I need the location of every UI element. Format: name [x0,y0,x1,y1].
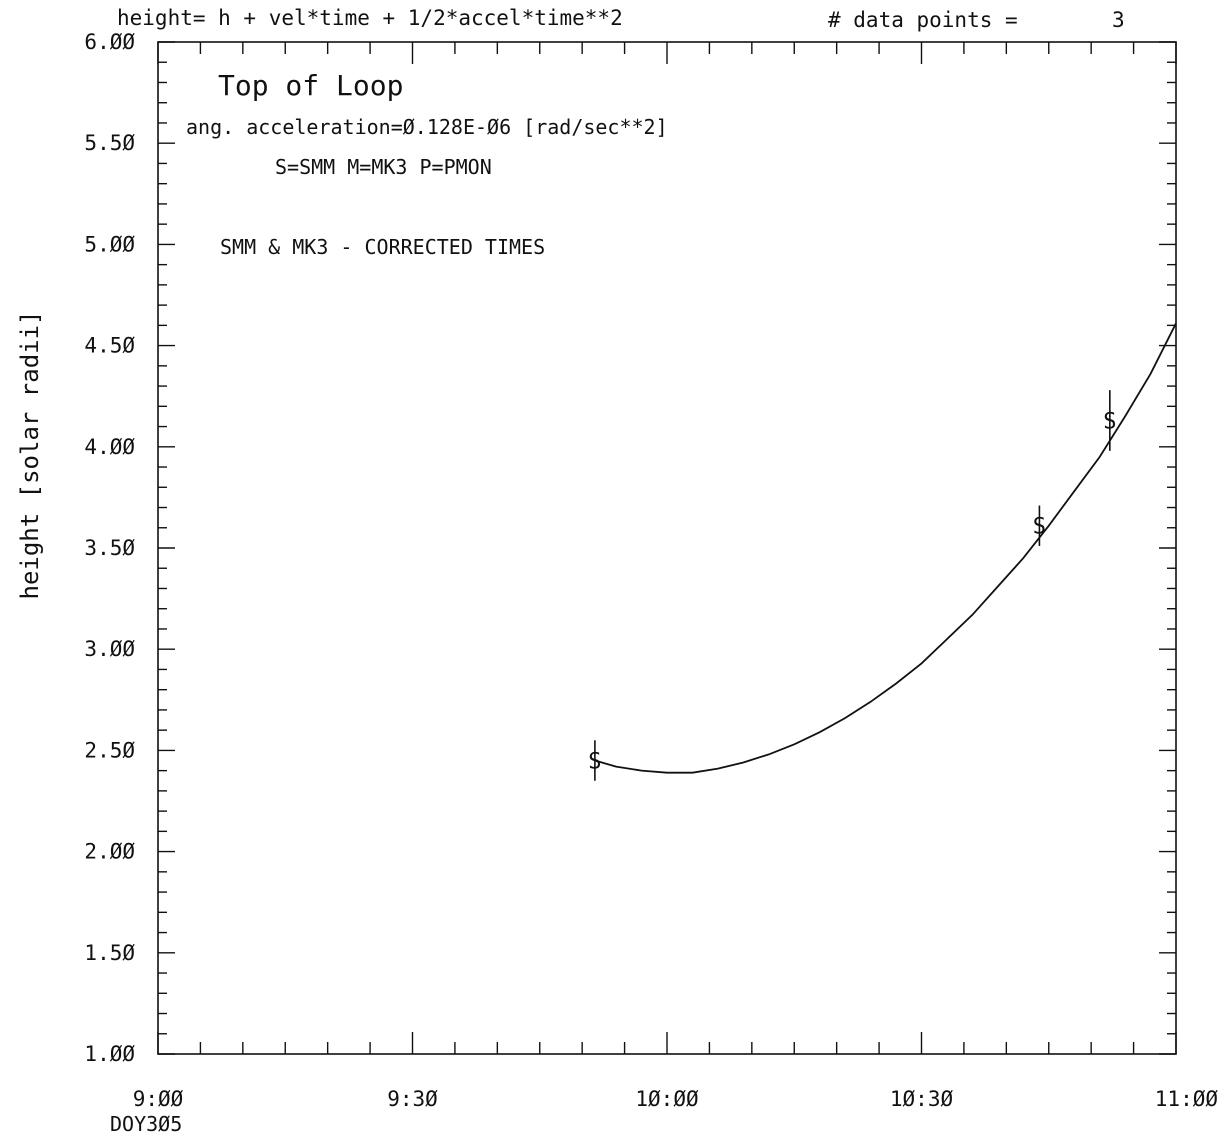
y-tick-label: 4.5Ø [84,334,135,358]
fit-curve [594,322,1177,774]
x-tick-label: 9:ØØ [133,1087,184,1111]
y-tick-label: 5.5Ø [84,131,135,155]
x-tick-label: 9:3Ø [387,1087,438,1111]
y-tick-label: 2.5Ø [84,738,135,762]
data-point-marker: S [588,750,601,775]
x-axis-sublabel: DOY3Ø5 [110,1112,182,1136]
x-tick-label: 11:ØØ [1155,1087,1219,1111]
data-points-value: 3 [1112,8,1125,32]
y-tick-label: 1.5Ø [84,941,135,965]
legend-key: S=SMM M=MK3 P=PMON [275,155,492,179]
y-tick-label: 1.ØØ [84,1042,135,1066]
acceleration-annotation: ang. acceleration=Ø.128E-Ø6 [rad/sec**2] [186,115,668,139]
plot-frame [157,41,1177,1055]
y-axis-label: height [solar radii] [16,311,44,600]
data-point-marker: S [1103,409,1116,434]
x-tick-labels: 9:ØØ 9:3Ø 1Ø:ØØ 1Ø:3Ø 11:ØØ [133,1087,1219,1111]
y-tick-label: 3.ØØ [84,637,135,661]
data-points-label: # data points = [828,8,1018,32]
y-tick-label: 3.5Ø [84,536,135,560]
y-tick-label: 2.ØØ [84,840,135,864]
y-tick-label: 5.ØØ [84,232,135,256]
x-tick-label: 1Ø:ØØ [635,1087,699,1111]
corrected-times-note: SMM & MK3 - CORRECTED TIMES [220,235,545,259]
data-point-marker: S [1033,515,1046,540]
y-tick-label: 6.ØØ [84,30,135,54]
tick-marks [157,41,1177,1055]
formula-header: height= h + vel*time + 1/2*accel*time**2 [117,6,623,30]
data-points: S S S [588,390,1116,781]
y-tick-label: 4.ØØ [84,435,135,459]
y-tick-labels: 1.ØØ 1.5Ø 2.ØØ 2.5Ø 3.ØØ 3.5Ø 4.ØØ 4.5Ø 5.ØØ 5.5Ø… [84,30,135,1066]
x-tick-label: 1Ø:3Ø [890,1087,954,1111]
chart-title: Top of Loop [218,69,403,102]
